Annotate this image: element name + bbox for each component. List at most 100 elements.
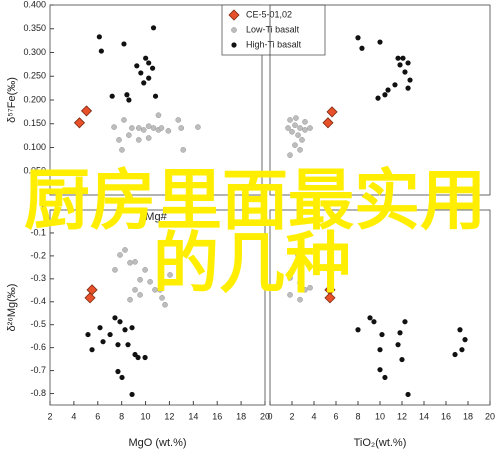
data-point (326, 106, 338, 118)
data-point (122, 247, 128, 253)
data-point (324, 292, 336, 304)
data-point (377, 367, 383, 373)
data-point (359, 45, 365, 51)
data-point (98, 48, 104, 54)
data-point (459, 347, 465, 353)
data-point (452, 351, 458, 358)
data-point (138, 70, 144, 76)
legend-box (221, 4, 326, 56)
x-tick-label: 16 (441, 411, 451, 421)
x-tick-label: 8 (355, 411, 360, 421)
x-tick-label: 20 (485, 411, 495, 421)
data-point (155, 112, 162, 119)
x-tick-label: 0 (267, 411, 272, 421)
data-point (127, 296, 133, 303)
y-tick-label: 0.200 (23, 94, 46, 104)
y-tick-label: 0.300 (23, 47, 46, 57)
data-point (137, 292, 143, 298)
data-point (297, 296, 303, 303)
data-point (111, 124, 117, 130)
data-point (402, 69, 408, 75)
x-tick-label: 6 (95, 411, 100, 421)
y-tick-label: -0.4 (30, 296, 46, 306)
data-point (307, 125, 313, 131)
data-point (112, 267, 118, 273)
data-point (126, 97, 132, 103)
data-point (158, 125, 165, 131)
data-point (119, 147, 125, 153)
data-point (397, 62, 403, 68)
x-tick-label: 6 (333, 411, 338, 421)
x-tick-label: 10 (141, 411, 151, 421)
data-point (152, 93, 159, 99)
data-point (107, 331, 113, 338)
data-point (302, 119, 308, 125)
x-tick-label: 12 (164, 411, 174, 421)
data-point (150, 25, 157, 31)
data-point (115, 368, 121, 375)
data-point (382, 374, 388, 381)
data-point (400, 55, 406, 61)
data-point (135, 354, 141, 361)
data-point (100, 339, 106, 345)
legend-label: CE-5-01,02 (246, 9, 292, 19)
legend-label: High-Ti basalt (246, 39, 302, 49)
data-point (135, 137, 142, 143)
data-point (402, 319, 408, 325)
data-point (371, 319, 377, 325)
legend-marker (231, 42, 237, 48)
data-point (407, 77, 413, 83)
data-point (145, 123, 152, 129)
data-point (300, 256, 306, 263)
data-point (149, 65, 156, 71)
data-point (405, 391, 411, 398)
data-point (112, 315, 118, 321)
data-point (115, 342, 121, 348)
data-point (293, 115, 299, 121)
data-point (302, 127, 308, 133)
data-point (132, 286, 138, 293)
data-point (385, 87, 391, 93)
data-point (143, 55, 149, 61)
overlay-text: 的几种 (153, 225, 351, 302)
data-point (129, 325, 135, 331)
legend-marker (228, 9, 240, 21)
data-point (295, 252, 301, 258)
data-point (134, 63, 140, 69)
data-point (142, 267, 148, 273)
y-tick-label: 0.350 (23, 23, 46, 33)
data-point (405, 60, 411, 66)
data-point (297, 125, 303, 131)
data-point (119, 374, 125, 381)
x-tick-label: 14 (419, 411, 429, 421)
data-point (150, 125, 157, 131)
legend-label: Low-Ti basalt (246, 24, 300, 34)
y-tick-label: 0.100 (23, 142, 46, 152)
data-point (121, 117, 127, 123)
data-point (135, 125, 142, 131)
data-point (141, 80, 147, 86)
data-point (302, 286, 308, 293)
data-point (162, 301, 168, 308)
data-point (142, 354, 148, 361)
data-point (397, 330, 403, 336)
data-point (285, 125, 291, 131)
data-point (287, 275, 293, 281)
data-point (355, 327, 361, 333)
data-point (86, 284, 98, 296)
data-point (137, 276, 143, 283)
data-point (178, 125, 185, 131)
data-point (89, 347, 95, 353)
data-point (299, 137, 305, 143)
data-point (292, 122, 298, 129)
x-tick-label: 2 (289, 411, 294, 421)
y-tick-label: -0.6 (30, 342, 46, 352)
data-point (140, 127, 147, 133)
data-point (375, 95, 381, 101)
data-point (116, 137, 122, 143)
y-tick-label: 0.150 (23, 118, 46, 128)
data-point (307, 284, 313, 291)
data-point (97, 325, 103, 331)
data-point (147, 278, 153, 285)
data-point (117, 319, 123, 325)
